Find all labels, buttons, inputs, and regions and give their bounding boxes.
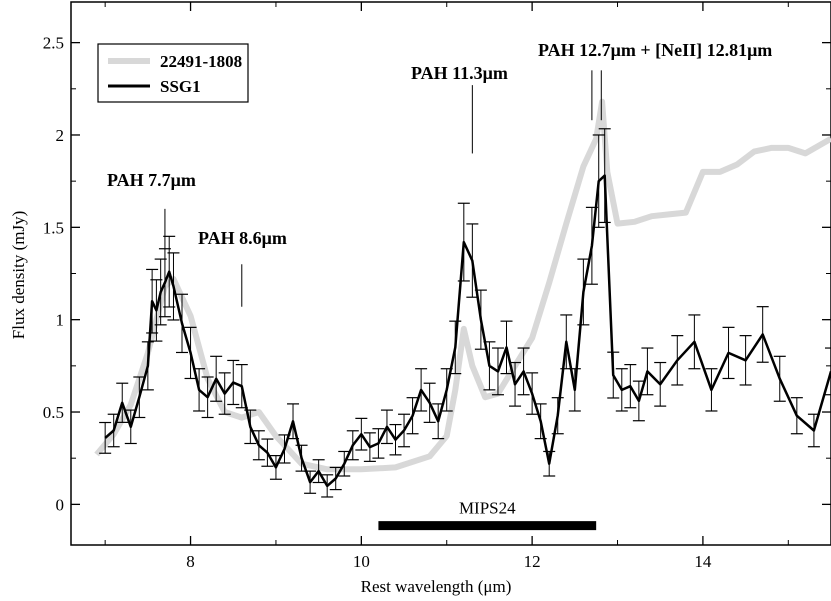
legend-label-22491-1808: 22491-1808 bbox=[160, 52, 242, 71]
x-axis-title: Rest wavelength (μm) bbox=[361, 577, 512, 596]
y-tick-label: 0.5 bbox=[43, 403, 64, 422]
y-axis-title: Flux density (mJy) bbox=[9, 211, 28, 339]
y-tick-label: 2.5 bbox=[43, 34, 64, 53]
legend-label-ssg1: SSG1 bbox=[160, 77, 201, 96]
x-tick-label: 8 bbox=[186, 552, 195, 571]
legend-box bbox=[97, 43, 249, 103]
legend: 22491-1808 SSG1 bbox=[97, 43, 249, 103]
series-layer bbox=[94, 98, 831, 498]
series-line-0 bbox=[94, 98, 831, 473]
annotation-pah-8.6: PAH 8.6μm bbox=[198, 228, 287, 248]
annotation-pah-11.3: PAH 11.3μm bbox=[411, 63, 508, 83]
y-tick-label: 1.5 bbox=[43, 218, 64, 237]
series-line-1 bbox=[104, 174, 831, 488]
y-tick-label: 0 bbox=[56, 495, 65, 514]
ticks-layer: 8 10 12 14 0 0.5 1 1.5 2 2.5 bbox=[43, 2, 831, 571]
y-tick-label: 2 bbox=[56, 126, 65, 145]
x-tick-label: 12 bbox=[524, 552, 541, 571]
annotation-pah-7.7: PAH 7.7μm bbox=[107, 170, 196, 190]
x-tick-label: 10 bbox=[353, 552, 370, 571]
annotations-layer: PAH 7.7μm PAH 8.6μm PAH 11.3μm PAH 12.7μm +… bbox=[107, 40, 772, 531]
mips24-label: MIPS24 bbox=[459, 499, 516, 518]
x-tick-label: 14 bbox=[694, 552, 712, 571]
annotation-pah-12.7-neii: PAH 12.7μm + [NeII] 12.81μm bbox=[538, 40, 772, 60]
y-tick-label: 1 bbox=[56, 311, 65, 330]
